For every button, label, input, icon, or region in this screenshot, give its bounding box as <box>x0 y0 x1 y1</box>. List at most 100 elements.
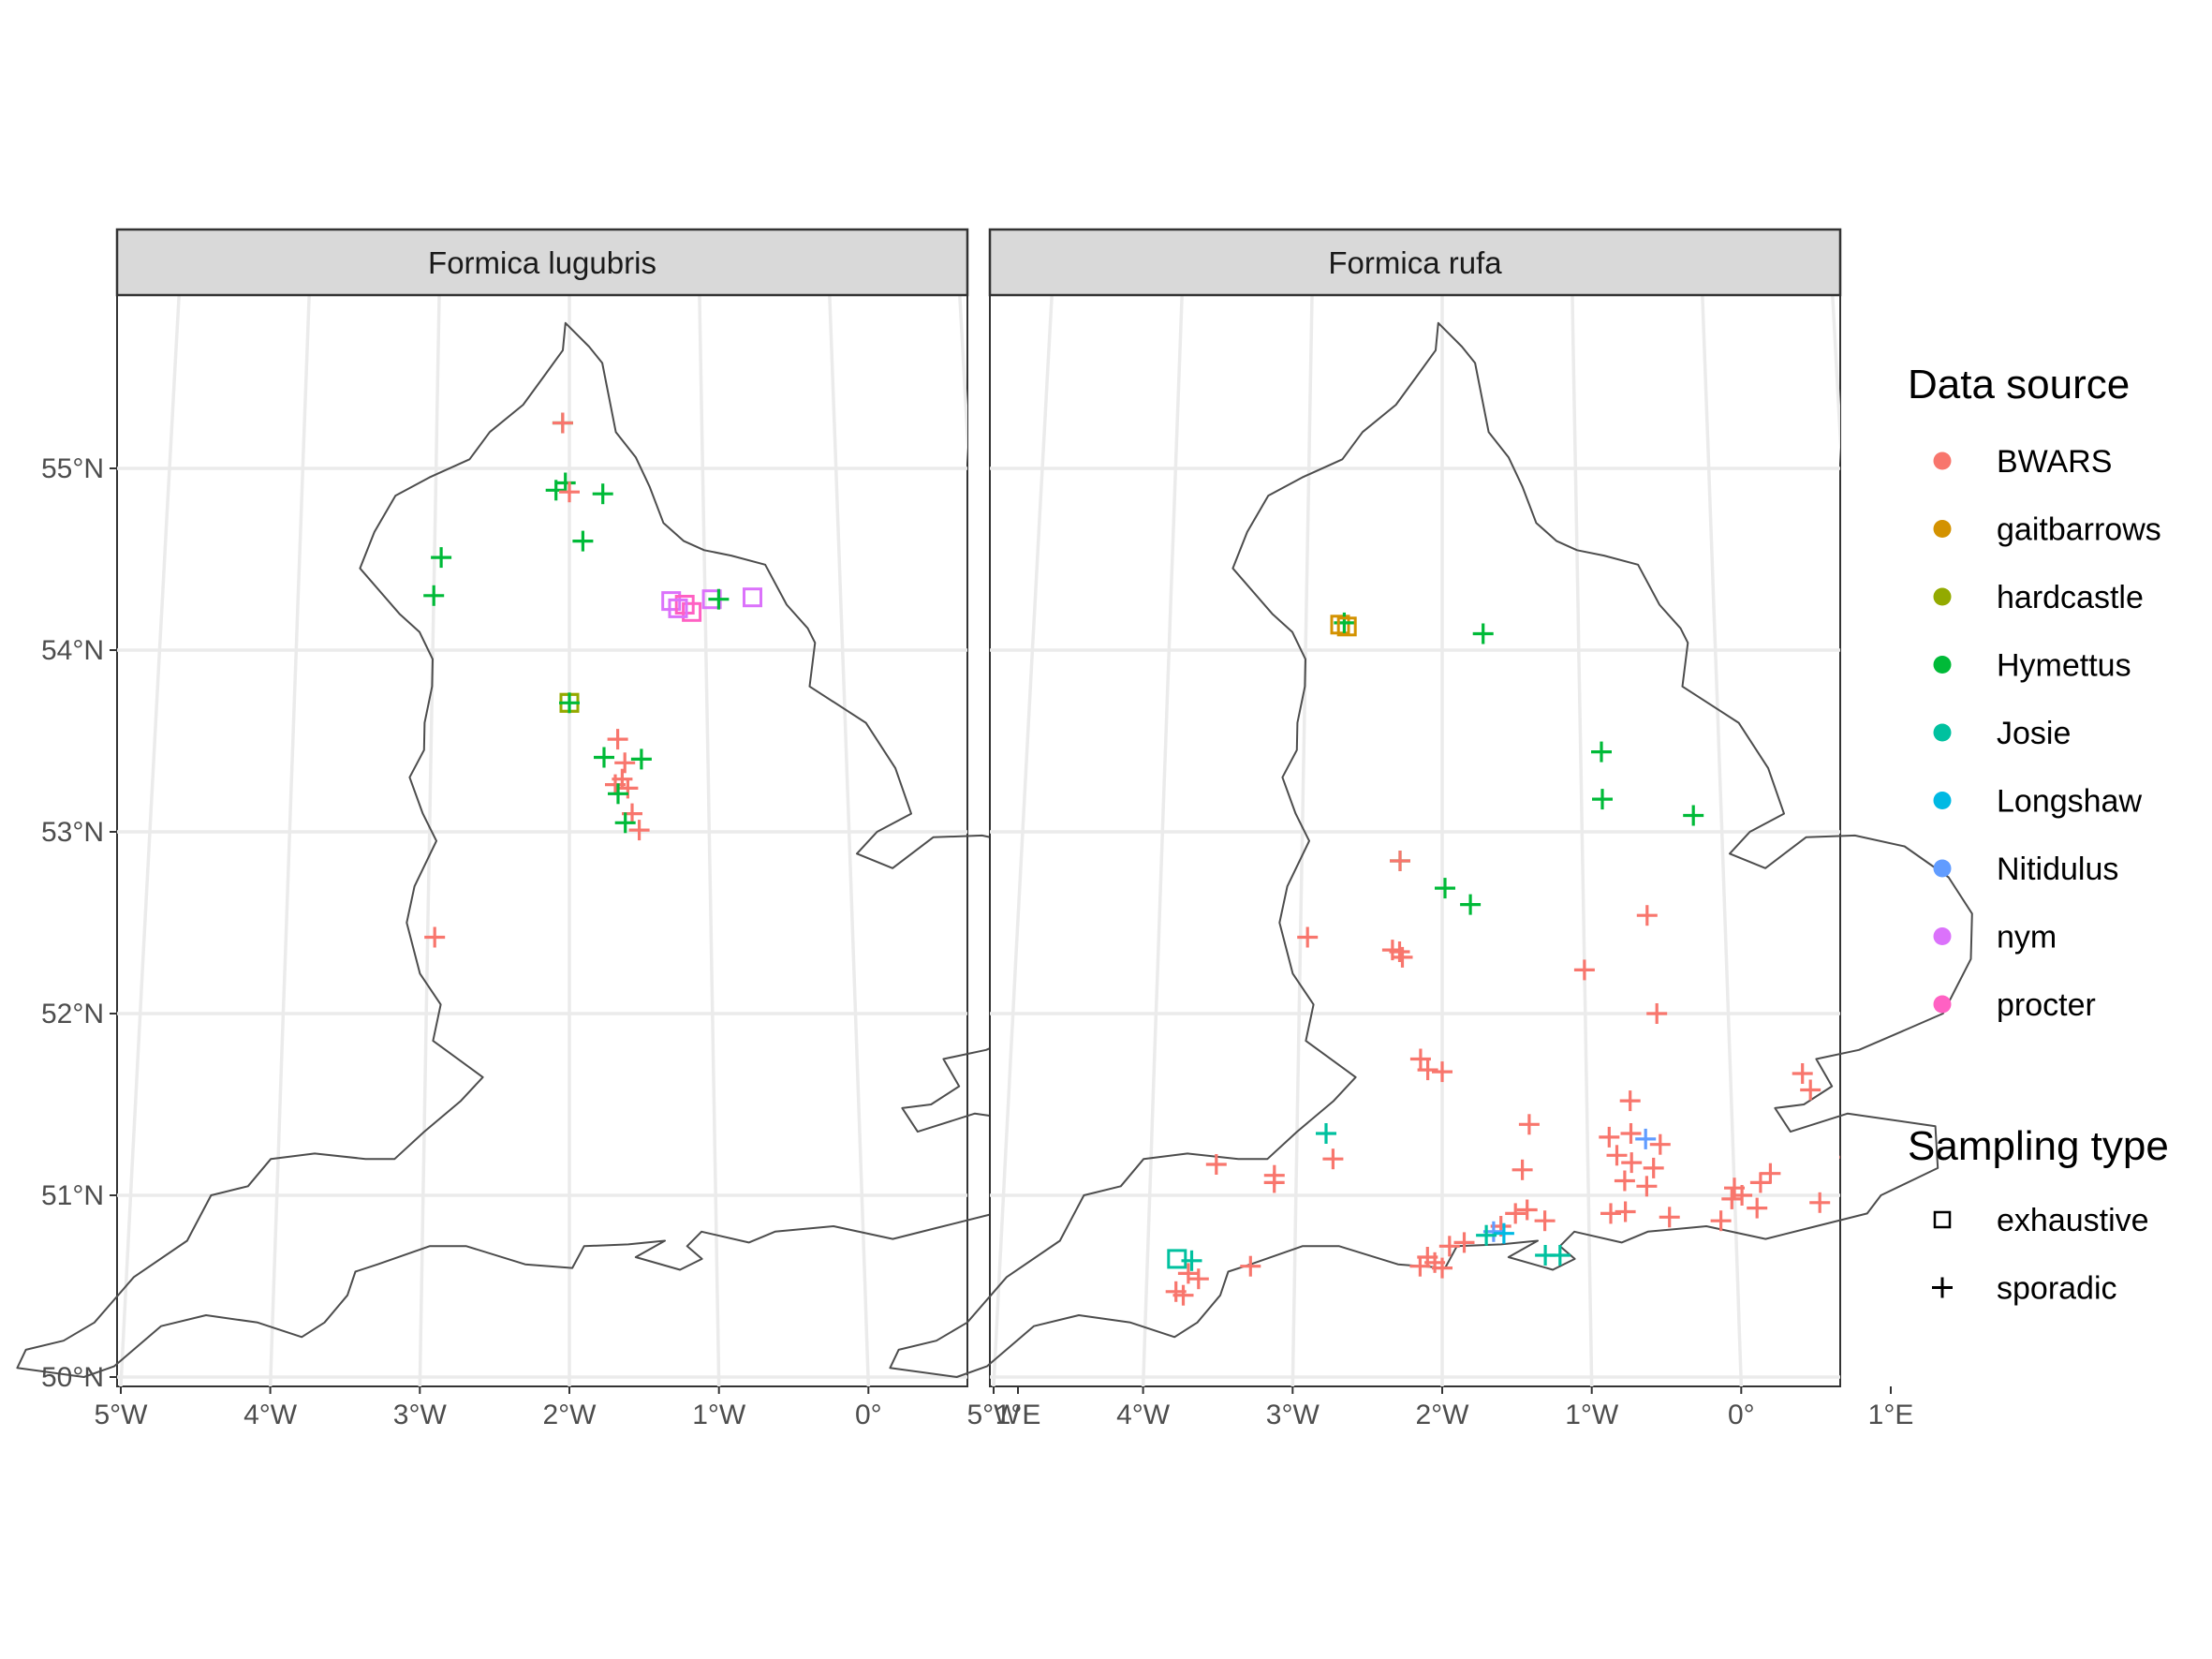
point-sporadic <box>1297 926 1319 948</box>
y-tick-label: 53°N <box>41 817 104 848</box>
point-sporadic <box>1472 623 1494 644</box>
point-sporadic <box>1747 1197 1768 1219</box>
point-sporadic <box>1870 1127 1891 1148</box>
legend-swatch <box>1933 452 1952 470</box>
point-sporadic <box>628 820 650 841</box>
x-tick-label: 0° <box>1728 1400 1755 1430</box>
x-tick-label: 3°W <box>393 1400 448 1430</box>
point-sporadic <box>431 547 452 569</box>
england-outline <box>16 321 1100 1378</box>
point-sporadic <box>1187 1268 1209 1290</box>
observation-points <box>1165 612 1896 1306</box>
legend-swatch <box>1933 656 1952 674</box>
legend-key-josie: Josie <box>1933 716 2071 751</box>
y-tick-label: 51°N <box>41 1180 104 1211</box>
point-sporadic <box>592 483 613 505</box>
x-tick-label: 2°W <box>1416 1400 1470 1430</box>
point-sporadic <box>605 774 626 795</box>
legend-swatch <box>1933 520 1952 538</box>
legend-square-symbol <box>1933 1210 1952 1229</box>
x-tick-label: 0° <box>855 1400 882 1430</box>
point-sporadic <box>1615 1201 1636 1222</box>
x-tick-label: 1°E <box>1868 1400 1914 1430</box>
legend-key-nym: nym <box>1933 920 2057 955</box>
legend-key-hardcastle: hardcastle <box>1933 580 2144 615</box>
meridian-gridline <box>1831 295 1840 465</box>
point-sporadic <box>1614 1170 1635 1192</box>
point-sporadic <box>1646 1003 1668 1024</box>
legend-label: procter <box>1997 987 2096 1023</box>
point-sporadic <box>1573 959 1595 981</box>
point-sporadic <box>1659 1207 1680 1228</box>
point-sporadic <box>614 812 636 834</box>
legend-label: sporadic <box>1997 1271 2117 1307</box>
point-sporadic <box>1621 1152 1643 1174</box>
point-sporadic <box>1322 1148 1344 1170</box>
legend-data-source-keys: BWARS gaitbarrows hardcastle Hymettus Josie L… <box>1933 444 2161 1023</box>
point-sporadic <box>1512 1159 1533 1180</box>
legend-swatch <box>1933 792 1952 809</box>
tick-marks: 5°W 4°W 3°W 2°W 1°W 0° 1°E 50°N 51°N 52°N 53°N 54°N… <box>41 453 1040 1430</box>
point-sporadic <box>608 783 628 805</box>
x-tick-label: 4°W <box>1116 1400 1171 1430</box>
legend-key-procter: procter <box>1933 987 2096 1023</box>
panel-background <box>989 294 1841 1387</box>
point-sporadic <box>1636 905 1658 926</box>
y-tick-label: 55°N <box>41 453 104 484</box>
point-sporadic <box>1876 1150 1896 1171</box>
point-sporadic <box>1460 894 1482 915</box>
point-sporadic <box>708 588 730 610</box>
point-exhaustive <box>1336 616 1357 637</box>
point-sporadic <box>1600 1203 1621 1224</box>
point-sporadic <box>1181 1250 1202 1271</box>
point-exhaustive <box>668 598 688 618</box>
point-sporadic <box>572 530 594 552</box>
point-sporadic <box>1860 1125 1880 1146</box>
legend-key-bwars: BWARS <box>1933 444 2112 480</box>
point-sporadic <box>1643 1157 1664 1178</box>
point-sporadic <box>1438 1236 1460 1257</box>
legend-label: Longshaw <box>1997 784 2142 820</box>
facet-strip <box>115 228 969 297</box>
y-tick-label: 50°N <box>41 1362 104 1393</box>
legend-swatch <box>1933 927 1952 945</box>
legend-label: gaitbarrows <box>1997 512 2161 548</box>
point-sporadic <box>1721 1188 1743 1209</box>
legend-label: exhaustive <box>1997 1203 2149 1238</box>
point-sporadic <box>1417 1059 1438 1081</box>
point-sporadic <box>1205 1154 1227 1175</box>
point-exhaustive <box>743 587 762 608</box>
point-sporadic <box>594 747 614 768</box>
observation-points <box>423 412 762 948</box>
facet-strip <box>988 228 1842 297</box>
point-sporadic <box>607 729 628 750</box>
point-sporadic <box>614 752 636 774</box>
point-sporadic <box>1534 1210 1556 1232</box>
point-sporadic <box>1592 789 1613 810</box>
point-sporadic <box>559 481 580 503</box>
legend-key-gaitbarrows: gaitbarrows <box>1933 512 2161 548</box>
point-sporadic <box>1635 1128 1657 1149</box>
point-sporadic <box>630 748 652 770</box>
facet-title: Formica lugubris <box>428 245 656 280</box>
x-tick-label: 3°W <box>1266 1400 1320 1430</box>
point-sporadic <box>1493 1222 1514 1244</box>
legend-swatch <box>1933 859 1952 878</box>
panel-formica-lugubris: Formica lugubris 5°W 4°W 3°W 2°W 1°W 0° 1°E 50°… <box>16 228 1100 1430</box>
point-sporadic <box>1800 1079 1821 1101</box>
x-tick-label: 5°W <box>95 1400 149 1430</box>
y-tick-label: 54°N <box>41 635 104 666</box>
point-sporadic <box>1516 1199 1538 1221</box>
graticule <box>990 295 1840 1386</box>
legend-key-nitidulus: Nitidulus <box>1933 852 2118 887</box>
point-sporadic <box>1409 1048 1431 1070</box>
point-exhaustive <box>1330 615 1350 635</box>
point-sporadic <box>1749 1172 1771 1193</box>
point-sporadic <box>1732 1185 1753 1206</box>
point-sporadic <box>1240 1255 1261 1277</box>
point-sporadic <box>554 472 576 494</box>
point-sporadic <box>1172 1284 1194 1306</box>
legend-swatch <box>1933 587 1952 606</box>
point-sporadic <box>1549 1245 1571 1266</box>
